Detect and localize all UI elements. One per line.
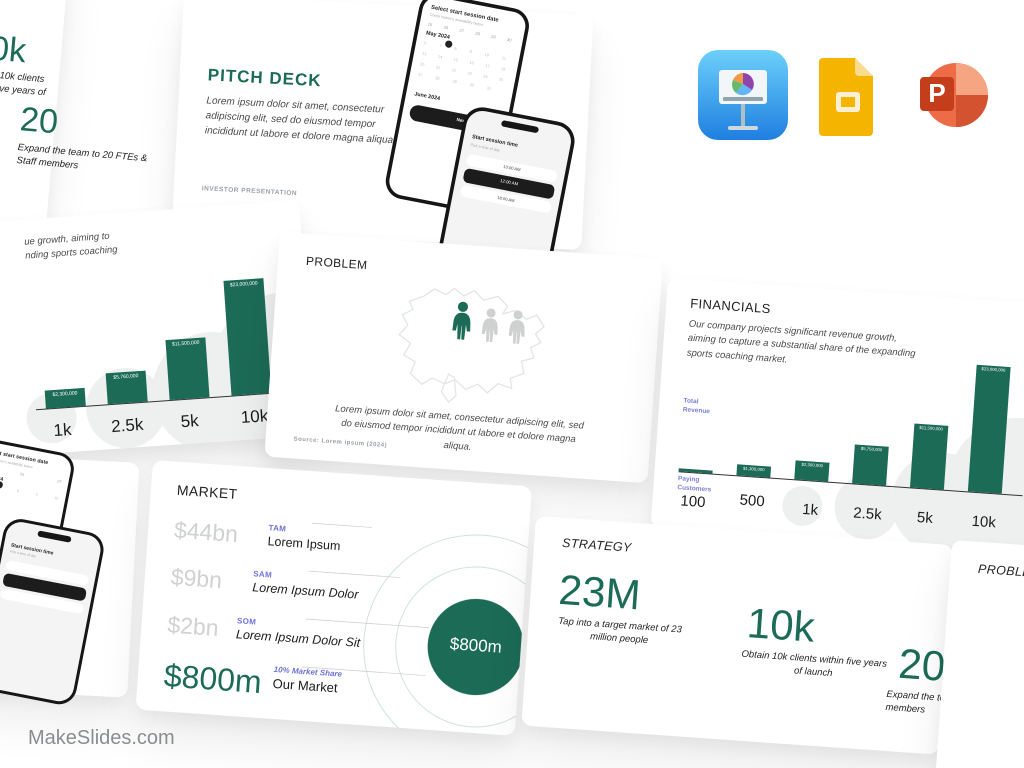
svg-text:P: P — [928, 78, 945, 108]
svg-text:$800m: $800m — [449, 634, 502, 657]
